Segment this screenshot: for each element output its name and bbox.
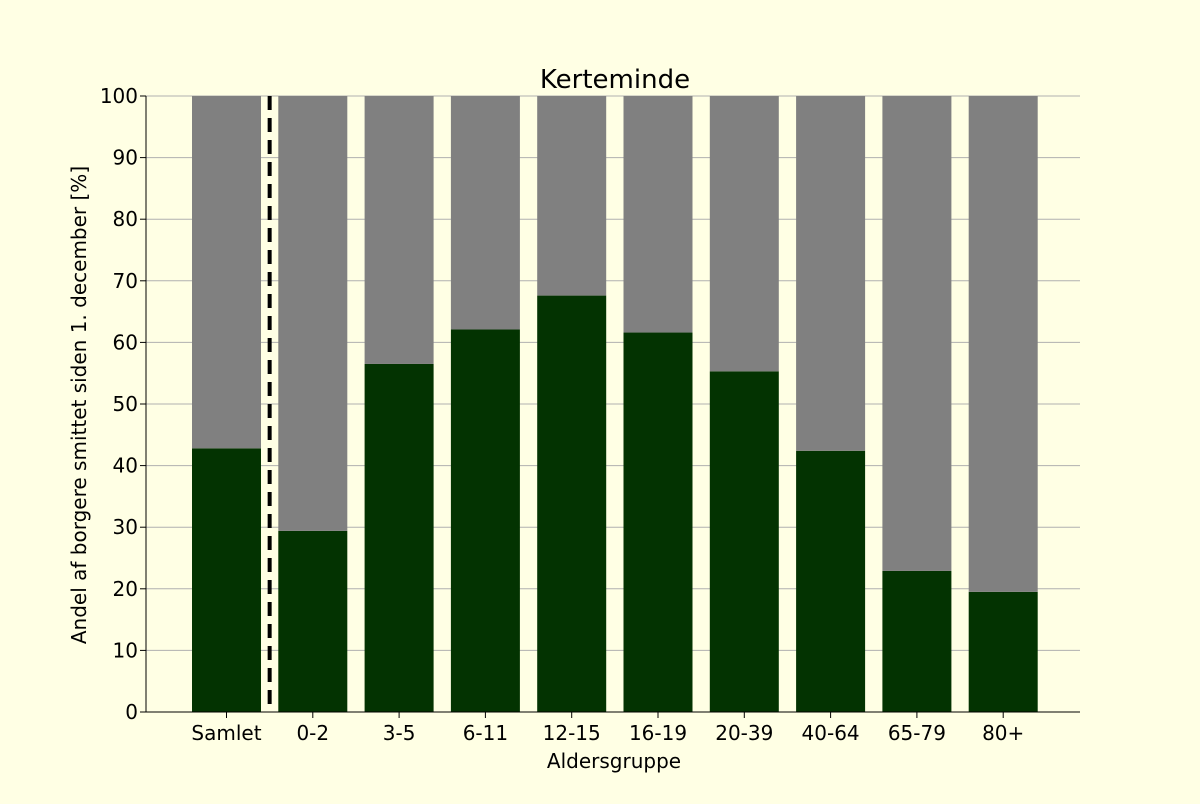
- bar-infected: [450, 329, 520, 712]
- bar-infected: [968, 591, 1038, 712]
- bar-remainder: [278, 96, 348, 531]
- x-tick-label: 0-2: [296, 721, 329, 745]
- x-tick-label: 3-5: [383, 721, 416, 745]
- bars: [192, 96, 1038, 712]
- bar-remainder: [450, 96, 520, 330]
- x-tick-label: 65-79: [888, 721, 946, 745]
- bar-remainder: [623, 96, 693, 333]
- bar-remainder: [537, 96, 607, 296]
- y-tick-label: 70: [113, 269, 138, 293]
- chart-title: Kerteminde: [540, 65, 690, 95]
- bar-remainder: [968, 96, 1038, 592]
- bar-remainder: [364, 96, 434, 364]
- y-tick-label: 30: [113, 515, 138, 539]
- x-tick-label: 16-19: [629, 721, 687, 745]
- y-tick-label: 80: [113, 207, 138, 231]
- bar-infected: [623, 332, 693, 712]
- bar-infected: [709, 371, 779, 712]
- y-tick-label: 50: [113, 392, 138, 416]
- bar-infected: [882, 570, 952, 712]
- bar-remainder: [882, 96, 952, 571]
- bar-infected: [192, 448, 261, 712]
- y-tick-label: 100: [100, 84, 138, 108]
- bar-remainder: [192, 96, 261, 449]
- y-tick-label: 90: [113, 146, 138, 170]
- bar-infected: [278, 530, 348, 712]
- y-tick-label: 0: [125, 700, 138, 724]
- y-tick-label: 20: [113, 577, 138, 601]
- bar-infected: [364, 363, 434, 712]
- x-tick-label: 40-64: [802, 721, 860, 745]
- bar-infected: [537, 295, 607, 712]
- bar-infected: [796, 450, 866, 712]
- x-tick-label: Samlet: [191, 721, 261, 745]
- x-tick-label: 6-11: [463, 721, 508, 745]
- x-tick-label: 20-39: [715, 721, 773, 745]
- y-tick-label: 10: [113, 638, 138, 662]
- x-tick-label: 80+: [982, 721, 1024, 745]
- x-axis-label: Aldersgruppe: [547, 749, 681, 773]
- bar-remainder: [709, 96, 779, 372]
- bar-remainder: [796, 96, 866, 451]
- axes: 0 10 20 30 40 50 60 70 80 90 100 Samlet 0-2 3-5 6-11 12…: [100, 84, 1080, 745]
- y-tick-label: 40: [113, 454, 138, 478]
- y-tick-label: 60: [113, 330, 138, 354]
- y-axis-label: Andel af borgere smittet siden 1. decemb…: [67, 166, 91, 644]
- x-tick-label: 12-15: [543, 721, 601, 745]
